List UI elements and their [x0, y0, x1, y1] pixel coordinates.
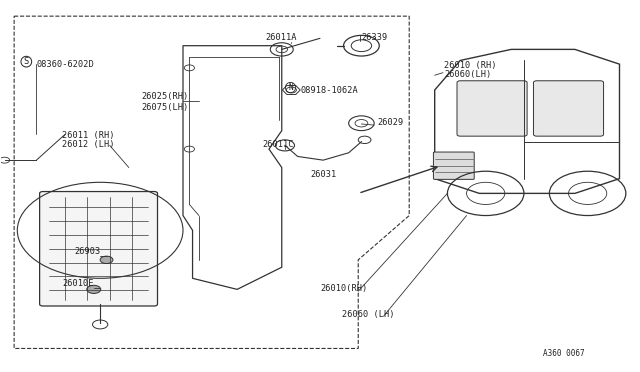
Text: 26010E: 26010E [62, 279, 93, 288]
Text: S: S [24, 57, 29, 66]
Text: 26029: 26029 [378, 118, 404, 127]
Text: 26060(LH): 26060(LH) [444, 70, 492, 79]
FancyBboxPatch shape [433, 152, 474, 179]
Text: 26339: 26339 [362, 33, 388, 42]
Text: A360 0067: A360 0067 [543, 349, 585, 358]
Circle shape [100, 256, 113, 263]
Text: 26075(LH): 26075(LH) [141, 103, 189, 112]
FancyBboxPatch shape [40, 192, 157, 306]
Text: 26010(RH): 26010(RH) [320, 284, 367, 293]
Text: 26011C: 26011C [262, 140, 294, 149]
Circle shape [87, 285, 100, 294]
Text: 08360-6202D: 08360-6202D [36, 60, 94, 69]
Text: 26010 (RH): 26010 (RH) [444, 61, 497, 70]
Text: 26903: 26903 [75, 247, 101, 256]
Text: 26011 (RH): 26011 (RH) [62, 131, 115, 140]
Text: 26025(RH): 26025(RH) [141, 92, 189, 101]
Text: 26012 (LH): 26012 (LH) [62, 140, 115, 149]
Text: 08918-1062A: 08918-1062A [301, 86, 358, 94]
FancyBboxPatch shape [457, 81, 527, 136]
Text: 26060 (LH): 26060 (LH) [342, 310, 395, 319]
FancyBboxPatch shape [534, 81, 604, 136]
Text: 26031: 26031 [310, 170, 337, 179]
Text: 26011A: 26011A [266, 33, 298, 42]
Text: N: N [288, 83, 293, 92]
